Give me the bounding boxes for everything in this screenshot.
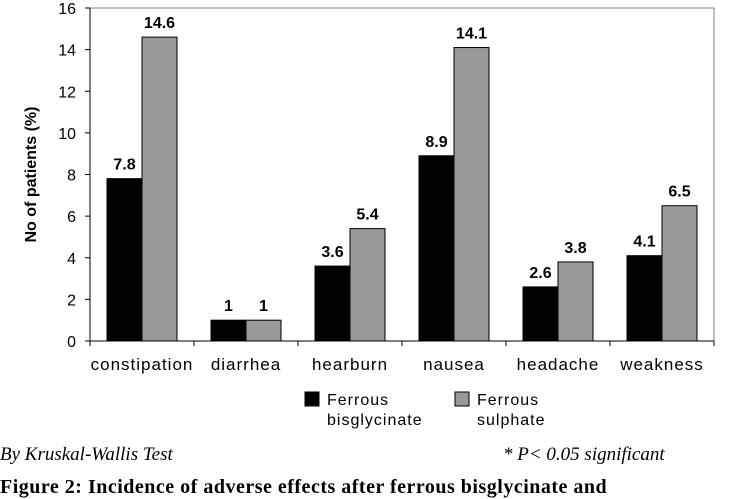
legend-label-bisglycinate: Ferrous <box>327 392 389 409</box>
legend-label-sulphate: sulphate <box>477 412 546 429</box>
legend-swatch-bisglycinate <box>304 391 320 407</box>
y-tick-label: 0 <box>67 334 76 351</box>
x-tick-label-diarrhea: diarrhea <box>211 355 281 374</box>
data-label-bisglycinate-nausea: 8.9 <box>425 134 447 151</box>
data-label-sulphate-headache: 3.8 <box>564 240 586 257</box>
significance-note: * P< 0.05 significant <box>503 444 665 465</box>
bar-bisglycinate-constipation <box>106 178 143 342</box>
data-label-bisglycinate-constipation: 7.8 <box>113 157 135 174</box>
bar-chart: 0 2 4 6 8 10 12 14 16 No of patients (%) constipat… <box>23 1 715 429</box>
x-tick-label-constipation: constipation <box>91 355 194 374</box>
data-label-bisglycinate-diarrhea: 1 <box>224 298 233 315</box>
bar-bisglycinate-diarrhea <box>210 319 247 342</box>
x-tick-label-hearburn: hearburn <box>312 355 388 374</box>
bar-sulphate-diarrhea <box>245 319 282 342</box>
y-tick-label: 2 <box>67 292 76 309</box>
y-axis-label: No of patients (%) <box>23 107 40 243</box>
data-label-bisglycinate-headache: 2.6 <box>529 265 551 282</box>
data-label-sulphate-constipation: 14.6 <box>144 15 175 32</box>
y-tick-label: 16 <box>58 1 76 18</box>
y-tick-label: 12 <box>58 84 76 101</box>
y-tick-label: 4 <box>67 251 76 268</box>
data-label-bisglycinate-hearburn: 3.6 <box>321 244 343 261</box>
plot-frame <box>89 7 715 342</box>
plot-area: 0 2 4 6 8 10 12 14 16 No of patients (%) constipat… <box>23 1 715 429</box>
bar-bisglycinate-nausea <box>418 155 455 342</box>
bar-bisglycinate-hearburn <box>314 265 351 342</box>
x-tick-label-weakness: weakness <box>619 355 704 374</box>
y-tick-label: 6 <box>67 209 76 226</box>
bar-sulphate-headache <box>557 261 594 342</box>
legend-swatch-sulphate <box>454 391 470 407</box>
data-label-bisglycinate-weakness: 4.1 <box>633 234 655 251</box>
data-label-sulphate-diarrhea: 1 <box>259 298 268 315</box>
y-tick-label: 14 <box>58 43 76 60</box>
data-label-sulphate-nausea: 14.1 <box>456 26 487 43</box>
y-tick-label: 10 <box>58 126 76 143</box>
bar-bisglycinate-weakness <box>626 255 663 342</box>
bar-sulphate-constipation <box>141 36 178 342</box>
bar-sulphate-weakness <box>661 205 698 342</box>
data-label-sulphate-weakness: 6.5 <box>668 184 690 201</box>
y-tick-label: 8 <box>67 168 76 185</box>
figure-caption: Figure 2: Incidence of adverse effects a… <box>0 476 608 498</box>
legend-label-bisglycinate: bisglycinate <box>327 412 423 429</box>
bar-sulphate-nausea <box>453 47 490 342</box>
bar-bisglycinate-headache <box>522 286 559 342</box>
data-label-sulphate-hearburn: 5.4 <box>356 207 378 224</box>
x-tick-label-nausea: nausea <box>423 355 485 374</box>
test-note: By Kruskal-Wallis Test <box>0 444 173 465</box>
legend-label-sulphate: Ferrous <box>477 392 539 409</box>
bar-sulphate-hearburn <box>349 228 386 342</box>
x-tick-label-headache: headache <box>517 355 600 374</box>
